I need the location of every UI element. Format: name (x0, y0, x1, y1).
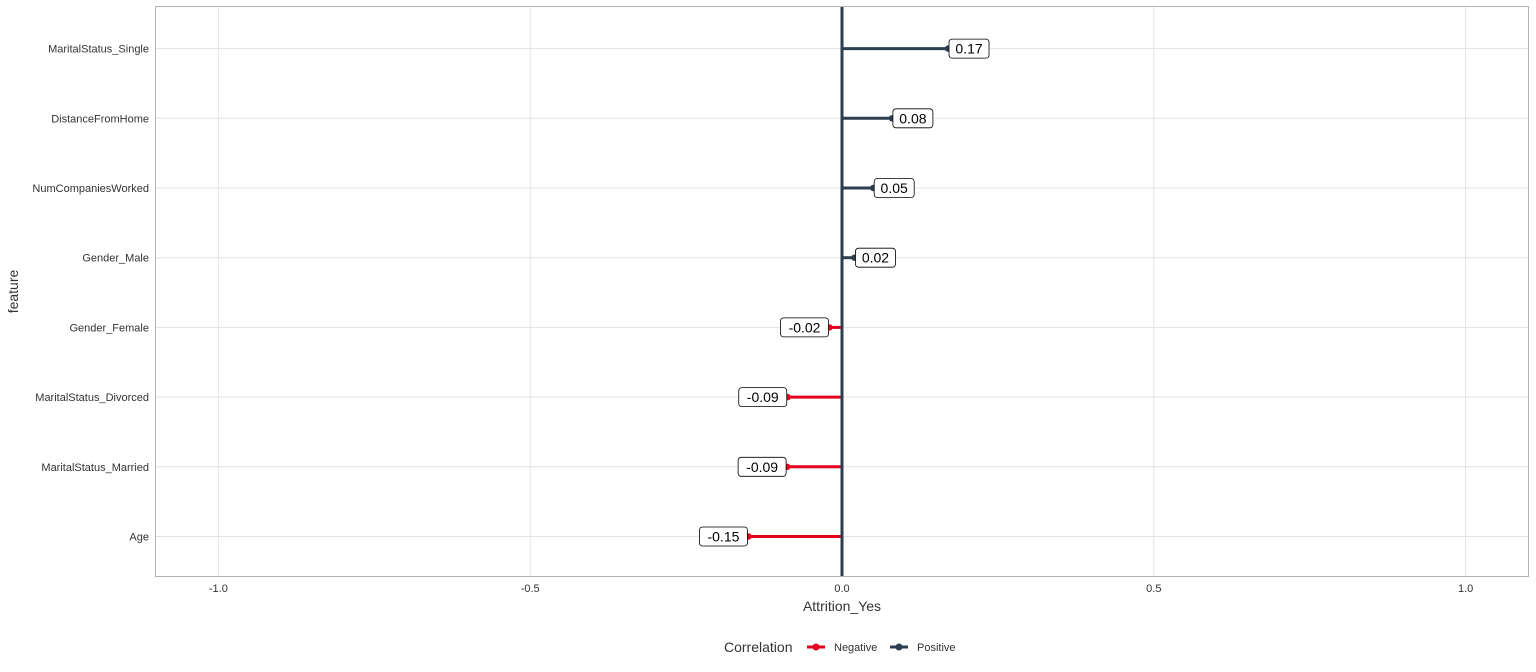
data-label: -0.09 (738, 387, 788, 408)
y-tick-label: Gender_Female (70, 322, 150, 334)
data-label: -0.02 (780, 317, 829, 338)
data-label-box (738, 387, 788, 408)
legend: Correlation Negative Positive (724, 639, 956, 655)
data-label: 0.08 (892, 108, 934, 129)
data-label-box (873, 178, 915, 198)
data-label-text: -0.09 (746, 459, 778, 475)
data-label-box (855, 247, 896, 268)
data-label-box (780, 317, 829, 338)
lollipop-stems (748, 47, 949, 538)
data-label: 0.17 (948, 38, 990, 59)
x-tick-label: -1.0 (209, 583, 228, 595)
y-axis-title: feature (5, 269, 21, 313)
y-tick-label: MaritalStatus_Divorced (35, 392, 149, 404)
data-label-text: -0.09 (747, 389, 779, 405)
legend-label: Positive (917, 642, 956, 654)
legend-title: Correlation (724, 639, 792, 655)
y-tick-label: Age (129, 532, 149, 544)
legend-item: Positive (890, 642, 956, 654)
data-label-box (699, 526, 748, 547)
x-tick-label: 0.5 (1146, 583, 1161, 595)
legend-label: Negative (834, 642, 877, 654)
legend-item: Negative (807, 642, 877, 654)
x-axis-title: Attrition_Yes (803, 598, 881, 614)
y-tick-label: MaritalStatus_Married (41, 462, 149, 474)
data-labels: -0.15 -0.09 -0.09 -0.02 0.02 0.05 0.08 0.17 (699, 38, 990, 547)
legend-key-point (895, 643, 903, 651)
data-label: -0.09 (737, 456, 787, 477)
data-label-box (948, 38, 990, 59)
data-label: 0.05 (873, 178, 915, 198)
panel-border (155, 6, 1529, 577)
y-tick-label: MaritalStatus_Single (48, 44, 149, 56)
legend-key-point (812, 643, 820, 651)
data-label-text: -0.15 (707, 529, 739, 545)
x-tick-labels: -1.0 -0.5 0.0 0.5 1.0 (209, 583, 1473, 595)
data-label-text: 0.17 (955, 41, 982, 57)
data-label-text: 0.08 (899, 110, 926, 126)
data-label-box (737, 456, 787, 477)
y-tick-label: DistanceFromHome (51, 113, 149, 125)
y-tick-label: Gender_Male (82, 253, 149, 265)
x-tick-label: -0.5 (521, 583, 540, 595)
data-label-text: -0.02 (789, 319, 821, 335)
data-label-text: 0.02 (862, 250, 889, 266)
x-tick-label: 1.0 (1458, 583, 1473, 595)
y-tick-labels: Age MaritalStatus_Married MaritalStatus_Di… (32, 44, 149, 544)
data-label: 0.02 (855, 247, 896, 268)
data-label-text: 0.05 (881, 180, 908, 196)
y-tick-label: NumCompaniesWorked (32, 183, 149, 195)
legend-items: Negative Positive (807, 642, 956, 654)
data-label-box (892, 108, 934, 129)
data-label: -0.15 (699, 526, 748, 547)
x-tick-label: 0.0 (834, 583, 849, 595)
